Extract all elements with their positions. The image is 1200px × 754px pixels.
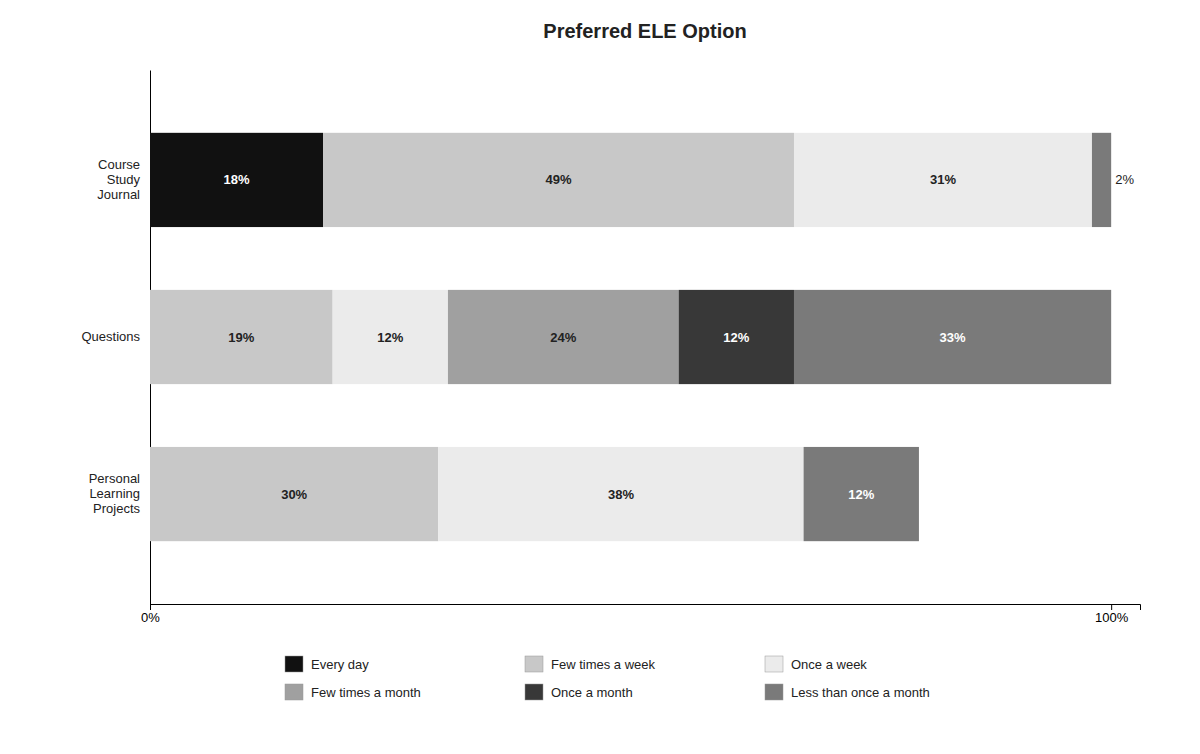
bars <box>150 133 1111 541</box>
data-labels: 18% 49% 31% 2% 19% 12% 24% 12% 33% 30% 38% 12% <box>223 172 1134 501</box>
bar-segment <box>448 290 679 384</box>
legend-item: Once a month <box>525 684 633 700</box>
x-tick-label: 100% <box>1095 610 1129 625</box>
y-axis: CourseStudyJournal Questions PersonalLearn… <box>81 71 150 605</box>
data-label: 19% <box>228 330 254 345</box>
legend-item: Less than once a month <box>765 684 930 700</box>
bar-segment <box>150 447 438 541</box>
legend-item: Once a week <box>765 656 867 672</box>
legend-label: Once a week <box>791 657 867 672</box>
data-label: 31% <box>930 172 956 187</box>
bar-segment <box>323 133 794 227</box>
x-tick: 0% <box>141 604 160 625</box>
legend: Every day Few times a week Once a week Few … <box>285 656 930 700</box>
x-tick-mark <box>1111 604 1112 610</box>
y-tick-label-line: Learning <box>89 486 140 501</box>
legend-swatch <box>285 684 303 700</box>
data-label: 49% <box>545 172 571 187</box>
y-tick-label-line: Journal <box>97 187 140 202</box>
legend-swatch <box>765 656 783 672</box>
y-tick-label: Questions <box>81 329 140 344</box>
bar-segment <box>794 290 1111 384</box>
y-tick-label-line: Projects <box>93 501 140 516</box>
data-label: 33% <box>940 330 966 345</box>
legend-swatch <box>765 684 783 700</box>
x-axis-line <box>151 605 1141 611</box>
bar-segment <box>1092 133 1111 227</box>
y-tick-label-line: Course <box>98 157 140 172</box>
data-label: 30% <box>281 487 307 502</box>
y-tick-label-line: Study <box>107 172 141 187</box>
title: Preferred ELE Option <box>543 20 746 42</box>
bar-segment <box>804 447 919 541</box>
data-label: 12% <box>848 487 874 502</box>
y-tick-label-line: Personal <box>89 471 140 486</box>
data-label: 24% <box>550 330 576 345</box>
bar-segment <box>150 290 333 384</box>
legend-swatch <box>525 656 543 672</box>
y-tick: CourseStudyJournal <box>97 157 140 202</box>
legend-label: Few times a week <box>551 657 656 672</box>
bar-segment <box>150 133 323 227</box>
y-tick: Questions <box>81 329 140 344</box>
x-axis: 0% 100% <box>141 604 1140 625</box>
bar-segment <box>679 290 794 384</box>
data-label: 38% <box>608 487 634 502</box>
bar-segment <box>438 447 803 541</box>
x-tick-mark <box>150 604 151 610</box>
legend-item: Few times a month <box>285 684 421 700</box>
data-label: 12% <box>723 330 749 345</box>
y-tick-label: PersonalLearningProjects <box>89 471 141 516</box>
data-label: 2% <box>1115 172 1134 187</box>
y-tick-label-line: Questions <box>81 329 140 344</box>
legend-swatch <box>285 656 303 672</box>
y-tick-label: CourseStudyJournal <box>97 157 140 202</box>
y-tick: PersonalLearningProjects <box>89 471 141 516</box>
legend-label: Once a month <box>551 685 633 700</box>
bar-segment <box>333 290 448 384</box>
legend-label: Less than once a month <box>791 685 930 700</box>
x-tick: 100% <box>1095 604 1129 625</box>
legend-swatch <box>525 684 543 700</box>
x-tick-label: 0% <box>141 610 160 625</box>
legend-item: Few times a week <box>525 656 656 672</box>
bar-segment <box>794 133 1092 227</box>
legend-label: Every day <box>311 657 369 672</box>
data-label: 12% <box>377 330 403 345</box>
legend-item: Every day <box>285 656 369 672</box>
data-label: 18% <box>223 172 249 187</box>
legend-label: Few times a month <box>311 685 421 700</box>
chart: Preferred ELE Option 0% 100% CourseStudyJou… <box>0 0 1200 754</box>
